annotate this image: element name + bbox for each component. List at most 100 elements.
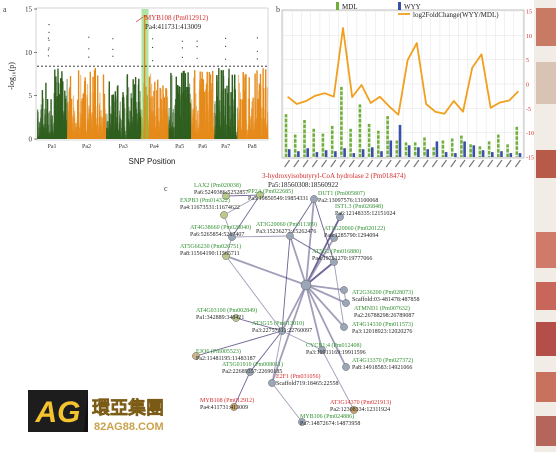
bar-mdl: [487, 141, 491, 157]
network-edge: [233, 371, 251, 408]
x-tick-label: [505, 159, 512, 168]
bar-mdl-stripe: [330, 128, 334, 131]
snp-column: [105, 116, 107, 139]
network-node-position: Pa3:12018923:12020276: [352, 329, 412, 335]
bar-mdl: [478, 146, 482, 157]
bar-mdl-stripe: [404, 150, 408, 152]
bar-mdl-stripe: [293, 152, 297, 155]
photo-fragment: [536, 232, 556, 268]
snp-point: [225, 37, 227, 40]
expression-bars: [284, 86, 522, 159]
bar-mdl-stripe: [478, 149, 482, 151]
bar-mdl-stripe: [330, 153, 334, 156]
bar-mdl-stripe: [349, 141, 352, 144]
x-tick-label: [487, 159, 494, 168]
snp-column: [106, 127, 108, 139]
snp-column: [72, 115, 74, 139]
network-edge: [271, 382, 303, 423]
bar-mdl-stripe: [367, 146, 371, 149]
peak-annotation-gene: MYB108 (Pm012912): [145, 14, 209, 22]
snp-column: [121, 127, 123, 139]
network-node-name: EJO6 (Pm005523): [196, 348, 241, 355]
snp-column: [70, 98, 73, 139]
snp-column: [266, 87, 268, 139]
y-tick-label: 10: [25, 49, 33, 57]
bar-mdl-stripe: [358, 137, 362, 139]
x-tick-label: [330, 159, 337, 168]
snp-column: [170, 72, 172, 139]
snp-column: [136, 102, 138, 139]
snp-column: [108, 81, 110, 139]
snp-column: [130, 98, 133, 139]
bar-mdl-stripe: [450, 146, 454, 149]
bar-mdl-stripe: [349, 136, 352, 139]
bar-mdl-stripe: [423, 140, 426, 143]
bar-mdl-stripe: [303, 148, 306, 150]
snp-column: [45, 82, 47, 139]
bar-mdl-stripe: [377, 138, 380, 141]
bar-mdl-stripe: [460, 153, 463, 156]
bar-mdl-stripe: [460, 143, 463, 146]
bar-mdl-stripe: [340, 114, 343, 117]
x-tick-label: [431, 159, 438, 168]
snp-column: [189, 94, 191, 139]
snp-column: [231, 74, 233, 139]
snp-column: [37, 117, 39, 139]
x-tick-label: [468, 159, 475, 168]
bar-mdl-stripe: [293, 137, 297, 140]
snp-column: [205, 88, 207, 139]
network-node: [336, 213, 344, 221]
bar-mdl-stripe: [293, 147, 297, 150]
snp-column: [163, 97, 166, 139]
bar-wyy: [518, 153, 522, 157]
x-tick-label: [284, 159, 291, 168]
bar-mdl-stripe: [340, 124, 343, 127]
snp-column: [167, 131, 169, 139]
snp-point: [181, 56, 183, 59]
snp-column: [50, 99, 52, 139]
snp-column: [95, 134, 97, 139]
peak-column: [143, 15, 146, 139]
snp-column: [72, 131, 74, 139]
right-tick-label: -15: [526, 156, 534, 162]
bar-mdl-stripe: [349, 151, 352, 154]
x-tick-label: [357, 159, 364, 168]
snp-column: [124, 130, 126, 139]
network-edge: [231, 194, 261, 238]
right-tick-label: -10: [526, 131, 534, 137]
snp-column: [211, 89, 213, 139]
snp-column: [219, 131, 221, 139]
snp-column: [149, 97, 151, 139]
bar-mdl-stripe: [386, 149, 389, 151]
legend-label-mdl: MDL: [342, 3, 358, 11]
network-node-name: ATMND1 (Pm007632): [354, 305, 410, 312]
snp-column: [252, 97, 254, 139]
snp-column: [215, 115, 217, 139]
x-tick-label: [450, 159, 457, 168]
snp-column: [193, 77, 195, 139]
snp-column: [124, 108, 126, 139]
chromosome-label: Pa6: [198, 144, 207, 150]
network-edge: [305, 216, 341, 286]
legend-swatch-mdl: [336, 2, 339, 10]
network-node-name: AT5G66230 (Pm026751): [180, 243, 241, 250]
network-node-position: Pa2:13097576:13100068: [318, 198, 378, 204]
network-node-position: Scaffold719:18465:22558: [276, 380, 339, 387]
snp-column: [241, 99, 243, 139]
snp-column: [260, 85, 262, 139]
snp-column: [161, 109, 163, 139]
x-tick-label: [394, 159, 401, 168]
snp-column: [133, 84, 136, 139]
x-tick-label: [514, 159, 521, 168]
snp-column: [151, 96, 153, 139]
snp-column: [229, 105, 231, 139]
chromosome-label: Pa5: [175, 144, 184, 150]
snp-column: [61, 79, 63, 139]
snp-column: [165, 88, 167, 139]
snp-point: [48, 39, 50, 41]
bar-wyy: [343, 148, 346, 157]
network-edge: [321, 349, 355, 411]
network-node-name: AT5G2 (Pm016880): [312, 248, 361, 255]
network-node-name: AT2G36200 (Pm028073): [352, 289, 413, 296]
snp-column: [86, 133, 88, 139]
